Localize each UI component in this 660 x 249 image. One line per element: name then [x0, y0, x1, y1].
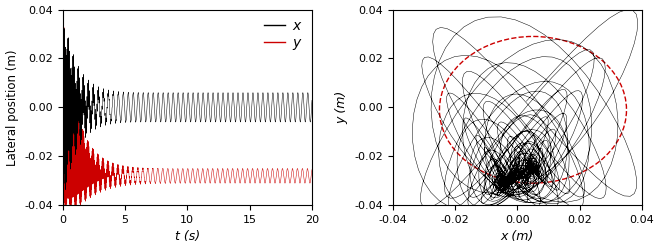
Y-axis label: Lateral position (m): Lateral position (m) — [5, 49, 18, 166]
X-axis label: t (s): t (s) — [175, 230, 200, 244]
Y-axis label: y (m): y (m) — [336, 91, 348, 124]
X-axis label: x (m): x (m) — [501, 230, 534, 244]
Legend: $x$, $y$: $x$, $y$ — [261, 16, 305, 55]
